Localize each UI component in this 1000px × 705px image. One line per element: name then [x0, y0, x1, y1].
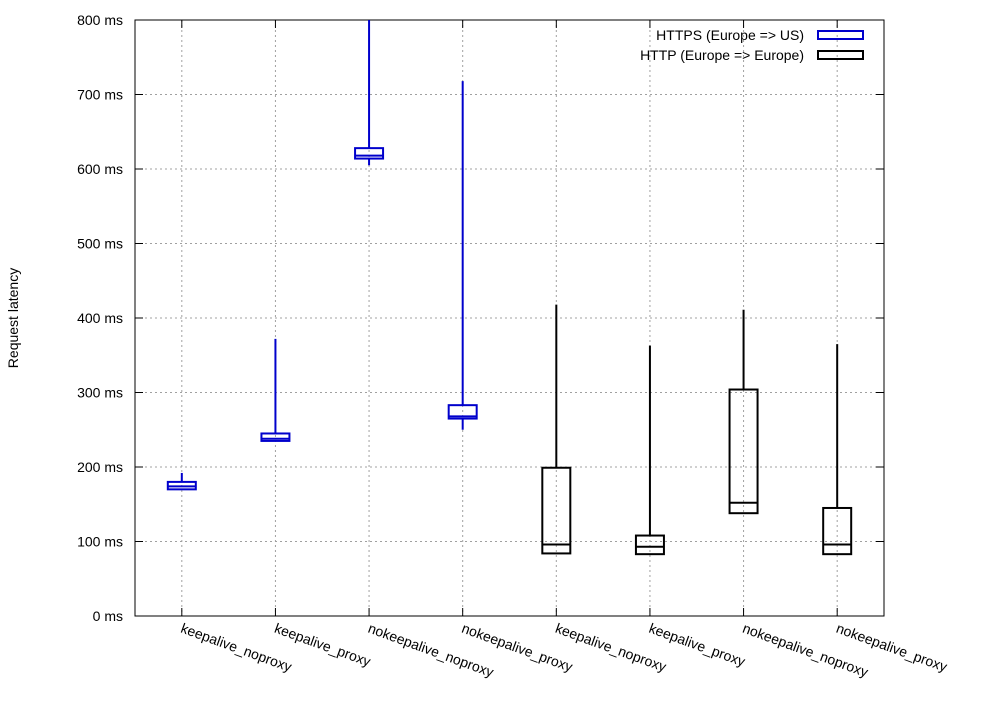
- y-tick-label: 700 ms: [77, 87, 123, 103]
- legend-label: HTTP (Europe => Europe): [640, 47, 804, 63]
- grid-layer: [135, 20, 884, 616]
- y-tick-label: 400 ms: [77, 310, 123, 326]
- boxes-layer: [166, 20, 853, 556]
- box-iqr: [634, 534, 665, 556]
- y-tick-label: 600 ms: [77, 161, 123, 177]
- y-tick-label: 500 ms: [77, 236, 123, 252]
- box-iqr: [728, 388, 759, 515]
- y-tick-label: 300 ms: [77, 385, 123, 401]
- box-iqr: [260, 432, 291, 442]
- box-plot: [166, 472, 197, 491]
- axes-layer: 0 ms 100 ms 200 ms 300 ms 400 ms 500 ms 600 ms…: [77, 12, 949, 680]
- plot-border: [134, 19, 885, 617]
- y-axis-label: Request latency: [5, 268, 21, 368]
- box-iqr: [541, 466, 572, 555]
- box-plot: [822, 344, 853, 556]
- box-plot: [447, 81, 478, 430]
- legend-label: HTTPS (Europe => US): [656, 27, 804, 43]
- box-plot: [541, 304, 572, 555]
- box-iqr: [822, 506, 853, 556]
- box-plot: [728, 309, 759, 515]
- y-tick-label: 200 ms: [77, 459, 123, 475]
- y-tick-label: 100 ms: [77, 534, 123, 550]
- legend-swatch: [817, 50, 864, 60]
- legend: HTTPS (Europe => US) HTTP (Europe => Euro…: [640, 27, 864, 63]
- y-tick-label: 800 ms: [77, 12, 123, 28]
- box-plot: [260, 338, 291, 442]
- box-iqr: [447, 404, 478, 420]
- box-plot: [634, 345, 665, 556]
- box-plot: [354, 20, 385, 166]
- y-tick-label: 0 ms: [93, 608, 123, 624]
- legend-swatch: [817, 30, 864, 40]
- box-iqr: [354, 147, 385, 160]
